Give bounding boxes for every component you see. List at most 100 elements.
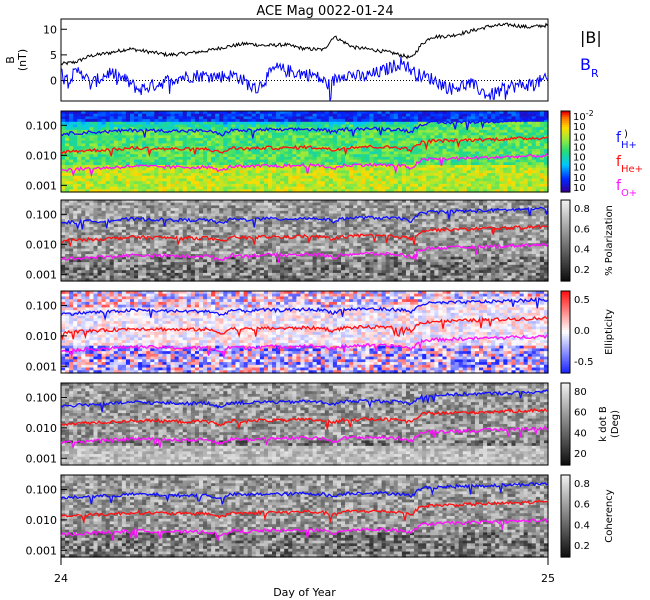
heatmap-cell [385, 183, 391, 188]
heatmap-cell [77, 259, 82, 263]
colorbar-partial-label: ) [624, 129, 628, 140]
heatmap-cell [503, 183, 509, 188]
heatmap-cell [361, 156, 366, 161]
heatmap-cell [170, 143, 176, 147]
heatmap-cell [61, 111, 66, 115]
heatmap-cell [332, 135, 338, 139]
heatmap-cell [231, 113, 237, 117]
heatmap-cell [434, 167, 440, 171]
heatmap-cell [105, 205, 111, 209]
heatmap-cell [93, 270, 99, 274]
heatmap-cell [499, 146, 504, 150]
heatmap-cell [77, 210, 82, 215]
heatmap-cell [479, 148, 484, 153]
heatmap-cell [255, 154, 261, 158]
heatmap-cell [105, 224, 111, 228]
heatmap-cell [365, 170, 371, 174]
heatmap-cell [89, 202, 95, 206]
heatmap-cell [479, 159, 484, 163]
heatmap-cell [316, 175, 322, 180]
heatmap-cell [345, 121, 350, 126]
heatmap-cell [89, 235, 95, 239]
legend-br: BR [580, 55, 599, 80]
heatmap-cell [361, 189, 366, 193]
heatmap-cell [523, 135, 529, 139]
heatmap-cell [207, 127, 212, 131]
heatmap-cell [89, 124, 95, 128]
heatmap-cell [389, 138, 395, 142]
heatmap-cell [73, 267, 78, 271]
heatmap-cell [393, 173, 399, 177]
heatmap-cell [422, 165, 427, 169]
heatmap-cell [61, 140, 66, 144]
heatmap-cell [77, 270, 82, 274]
heatmap-cell [178, 127, 184, 131]
heatmap-cell [487, 170, 492, 174]
heatmap-cell [105, 135, 111, 139]
heatmap-cell [324, 167, 330, 171]
heatmap-cell [438, 181, 444, 185]
heatmap-cell [142, 175, 147, 180]
heatmap-cell [539, 124, 545, 128]
heatmap-cell [138, 173, 143, 177]
heatmap-cell [401, 127, 407, 131]
heatmap-cell [247, 113, 253, 117]
heatmap-cell [426, 135, 431, 139]
heatmap-cell [154, 121, 159, 126]
heatmap-cell [65, 167, 70, 171]
heatmap-cell [288, 113, 293, 117]
heatmap-cell [154, 113, 159, 117]
colorbar-swatch [561, 167, 570, 171]
heatmap-cell [410, 140, 415, 144]
heatmap-cell [198, 156, 204, 161]
heatmap-cell [166, 151, 172, 155]
heatmap-cell [450, 151, 456, 155]
heatmap-cell [81, 224, 86, 228]
heatmap-cell [158, 178, 164, 182]
heatmap-cell [434, 159, 440, 163]
heatmap-cell [450, 162, 456, 166]
heatmap-cell [410, 156, 415, 161]
heatmap-cell [284, 119, 289, 123]
heatmap-cell [259, 167, 265, 171]
heatmap-cell [446, 124, 452, 128]
heatmap-cell [316, 170, 322, 174]
heatmap-cell [296, 143, 302, 147]
colorbar-label: 10 [573, 142, 586, 153]
heatmap-cell [158, 167, 164, 171]
heatmap-cell [121, 186, 127, 190]
heatmap-cell [422, 178, 427, 182]
colorbar-swatch [561, 159, 570, 163]
heatmap-cell [454, 178, 460, 182]
heatmap-cell [389, 189, 395, 193]
heatmap-cell [397, 178, 403, 182]
heatmap-cell [288, 132, 293, 136]
heatmap-cell [174, 138, 180, 142]
heatmap-cell [166, 167, 172, 171]
heatmap-cell [134, 159, 139, 163]
heatmap-cell [247, 173, 253, 177]
heatmap-cell [129, 156, 135, 161]
heatmap-cell [296, 159, 302, 163]
heatmap-cell [357, 132, 362, 136]
heatmap-cell [198, 154, 204, 158]
heatmap-cell [231, 186, 237, 190]
heatmap-cell [531, 156, 537, 161]
heatmap-cell [65, 151, 70, 155]
heatmap-cell [422, 143, 427, 147]
heatmap-cell [304, 175, 310, 180]
heatmap-cell [73, 264, 78, 269]
heatmap-cell [527, 189, 533, 193]
heatmap-cell [105, 124, 111, 128]
heatmap-cell [89, 146, 95, 150]
heatmap-cell [523, 156, 529, 161]
heatmap-cell [523, 148, 529, 153]
heatmap-cell [113, 205, 119, 209]
heatmap-cell [531, 178, 537, 182]
heatmap-cell [263, 170, 269, 174]
heatmap-cell [377, 154, 383, 158]
heatmap-cell [499, 127, 504, 131]
heatmap-cell [487, 186, 492, 190]
heatmap-cell [341, 135, 346, 139]
heatmap-cell [150, 165, 155, 169]
